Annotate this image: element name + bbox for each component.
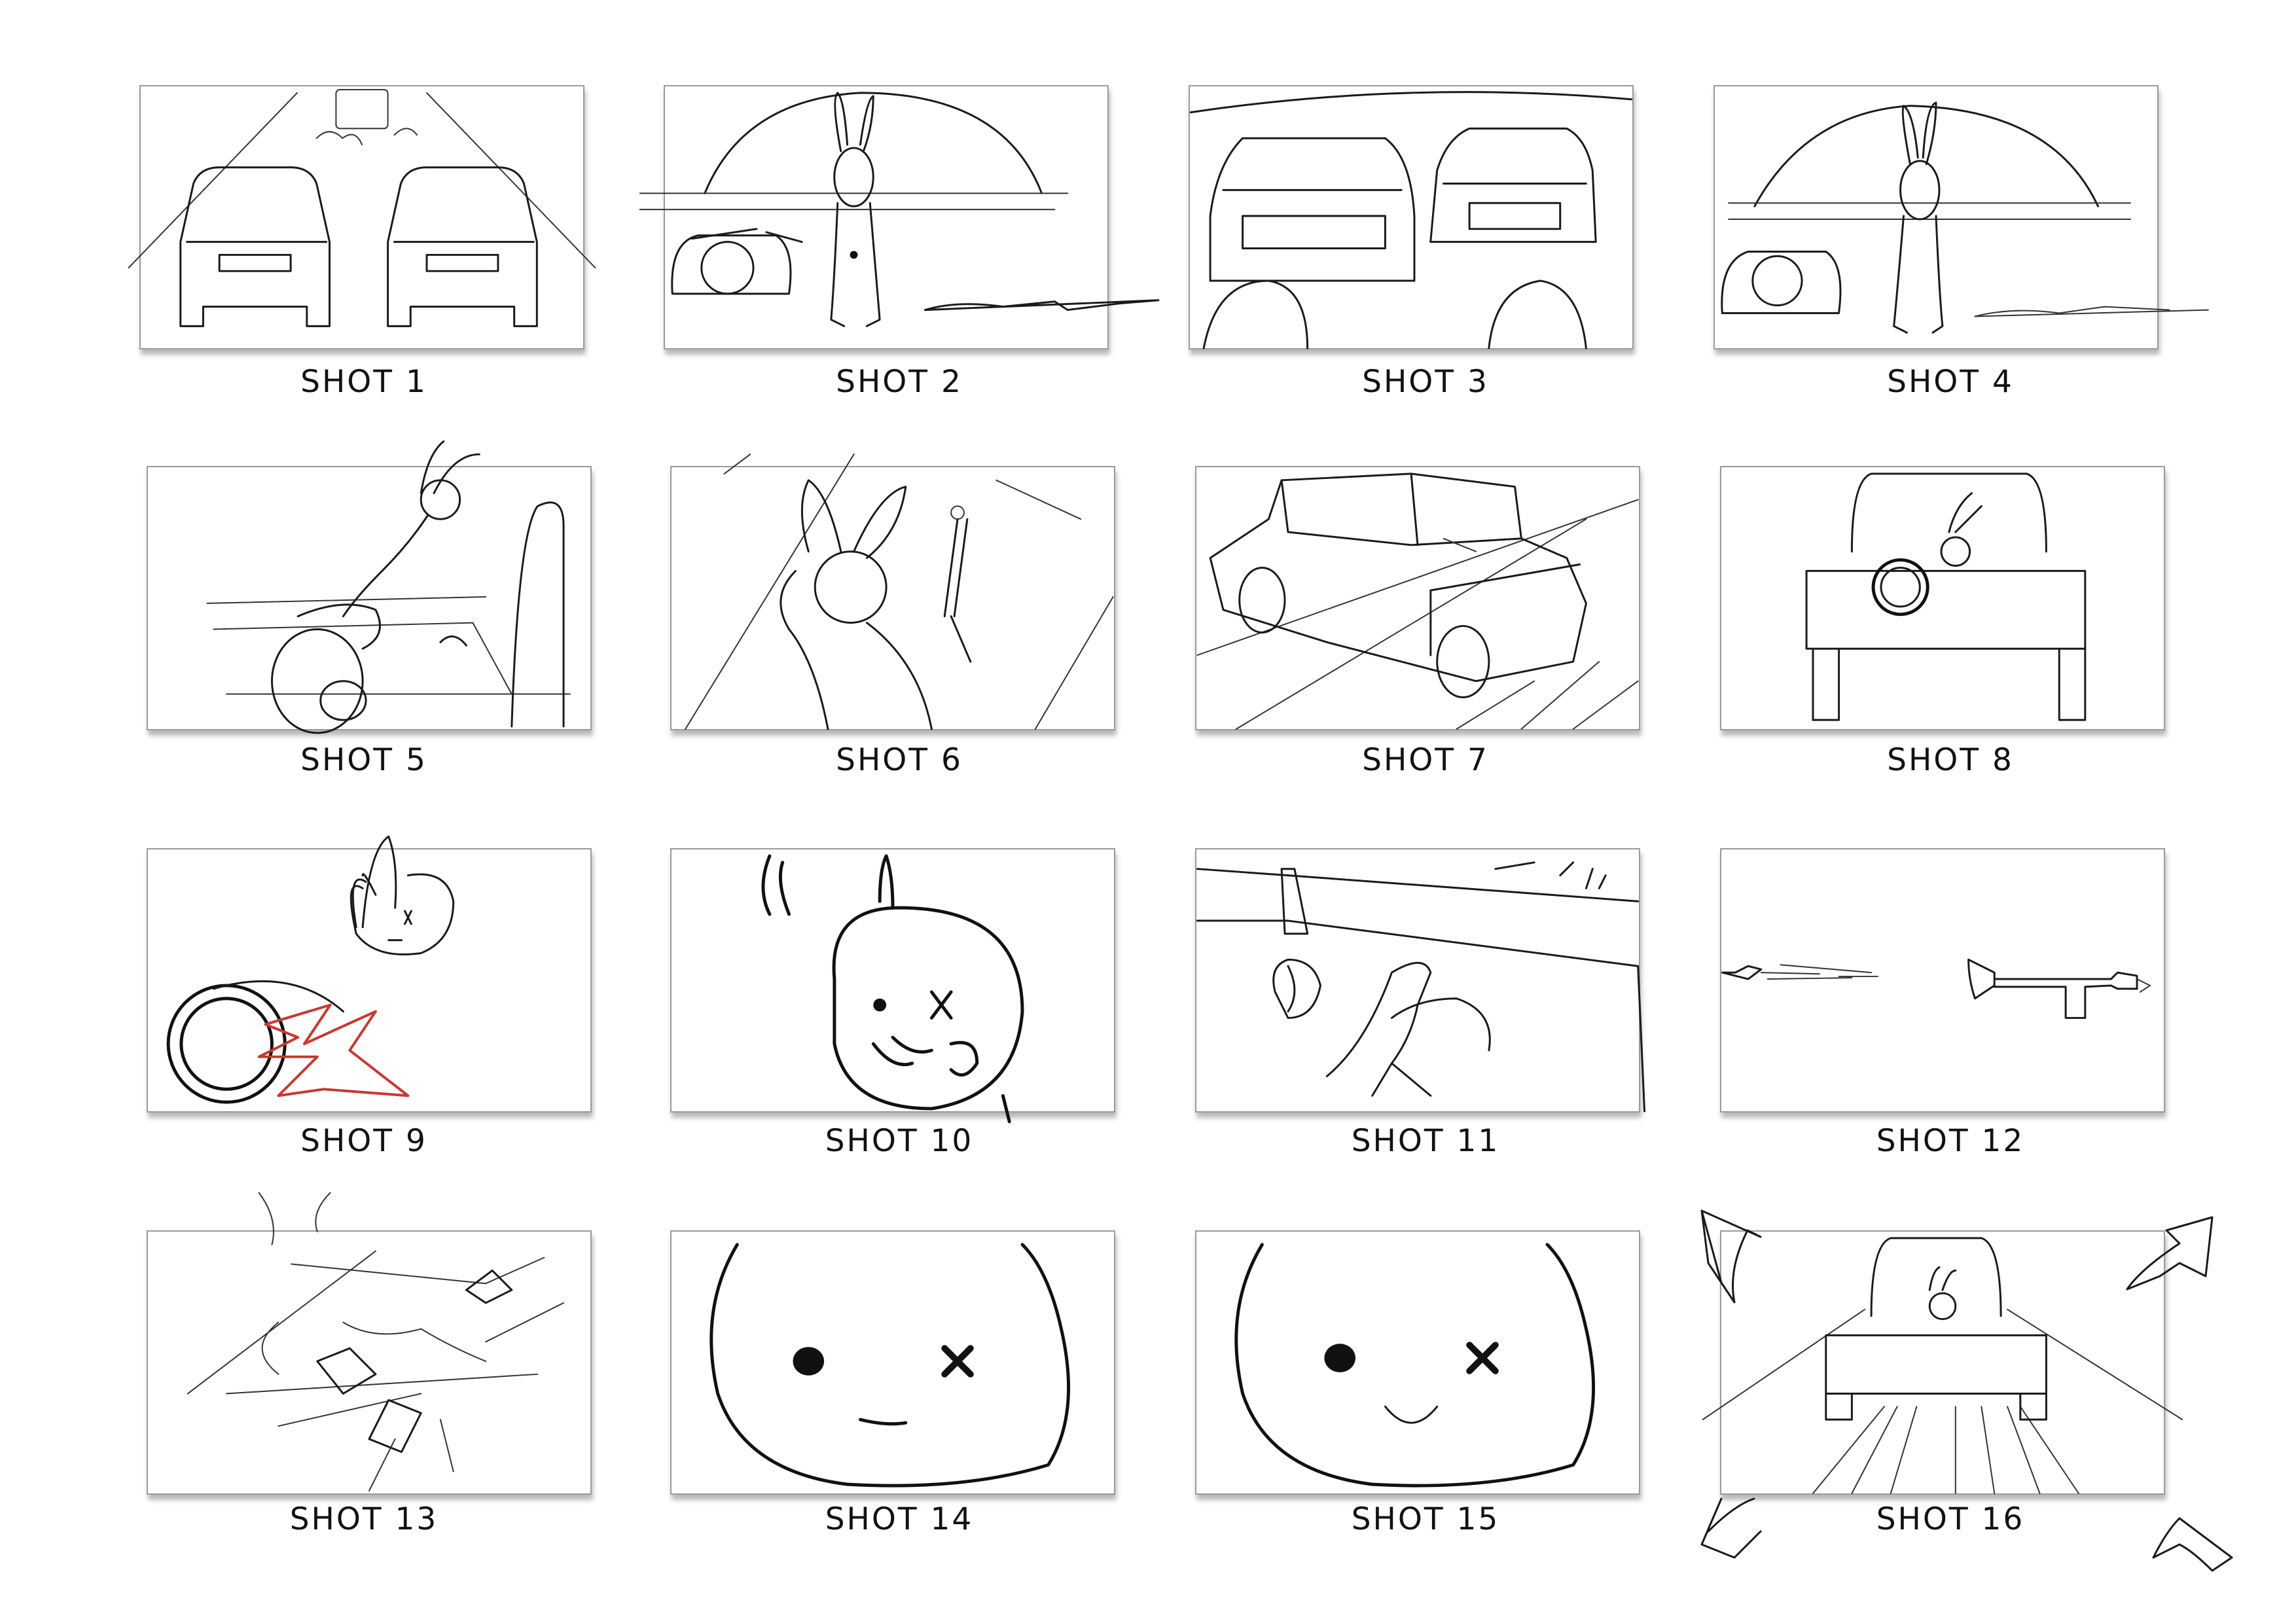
shot-14-sketch (709, 1243, 1070, 1488)
shot-11-sketch (1196, 861, 1646, 1113)
shot-4-sketch (1721, 101, 2209, 334)
shot-4-label: SHOT 4 (1887, 364, 2014, 400)
shot-2-sketch (639, 92, 1160, 327)
shot-10-label: SHOT 10 (825, 1123, 974, 1159)
shot-13-panel (147, 1192, 592, 1495)
shot-2-panel (639, 85, 1160, 349)
shot-11-label: SHOT 11 (1351, 1123, 1500, 1159)
shot-16-label: SHOT 16 (1876, 1501, 2025, 1537)
shot-5-sketch (206, 440, 571, 734)
shot-2-label: SHOT 2 (836, 364, 963, 400)
shot-7-sketch (1196, 473, 1639, 730)
shot-5-panel (147, 440, 592, 734)
shot-16-panel (1702, 1230, 2183, 1495)
shot-6-label: SHOT 6 (836, 742, 963, 778)
shot-15-panel (1195, 1230, 1640, 1495)
shot-16-sketch (1702, 1237, 2183, 1494)
shot-1-panel (128, 85, 596, 349)
shot-8-sketch (1805, 473, 2087, 721)
shot-13-sketch (187, 1192, 565, 1492)
shot-1-sketch (128, 88, 596, 327)
shot-7-label: SHOT 7 (1362, 742, 1489, 778)
shot-5-label: SHOT 5 (300, 742, 427, 778)
shot-9-panel (147, 835, 592, 1113)
shot-8-label: SHOT 8 (1887, 742, 2014, 778)
shot-10-panel (670, 848, 1115, 1124)
shot-12-sketch (1721, 958, 2151, 1019)
shot-3-panel (1189, 85, 1634, 349)
shot-8-panel (1720, 466, 2165, 730)
shot-7-panel (1195, 466, 1640, 730)
shot-10-sketch (761, 854, 1024, 1124)
shot-14-label: SHOT 14 (825, 1501, 974, 1537)
shot-9-sketch (166, 835, 455, 1104)
shot-9-label: SHOT 9 (300, 1123, 427, 1159)
shot-3-sketch (1189, 91, 1633, 349)
shot-15-sketch (1234, 1243, 1595, 1488)
shot-6-panel (670, 454, 1115, 730)
shot-4-panel (1713, 85, 2209, 349)
shot-14-panel (670, 1230, 1115, 1495)
shot-1-label: SHOT 1 (300, 364, 427, 400)
shot-13-label: SHOT 13 (289, 1501, 439, 1537)
shot-6-sketch (685, 454, 1114, 730)
shot-3-label: SHOT 3 (1362, 364, 1489, 400)
shot-12-label: SHOT 12 (1876, 1123, 2025, 1159)
shot-12-panel (1720, 848, 2165, 1113)
shot-11-panel (1195, 848, 1646, 1113)
shot-16-corner-arrows (1700, 1209, 2233, 1572)
shot-15-label: SHOT 15 (1351, 1501, 1500, 1537)
